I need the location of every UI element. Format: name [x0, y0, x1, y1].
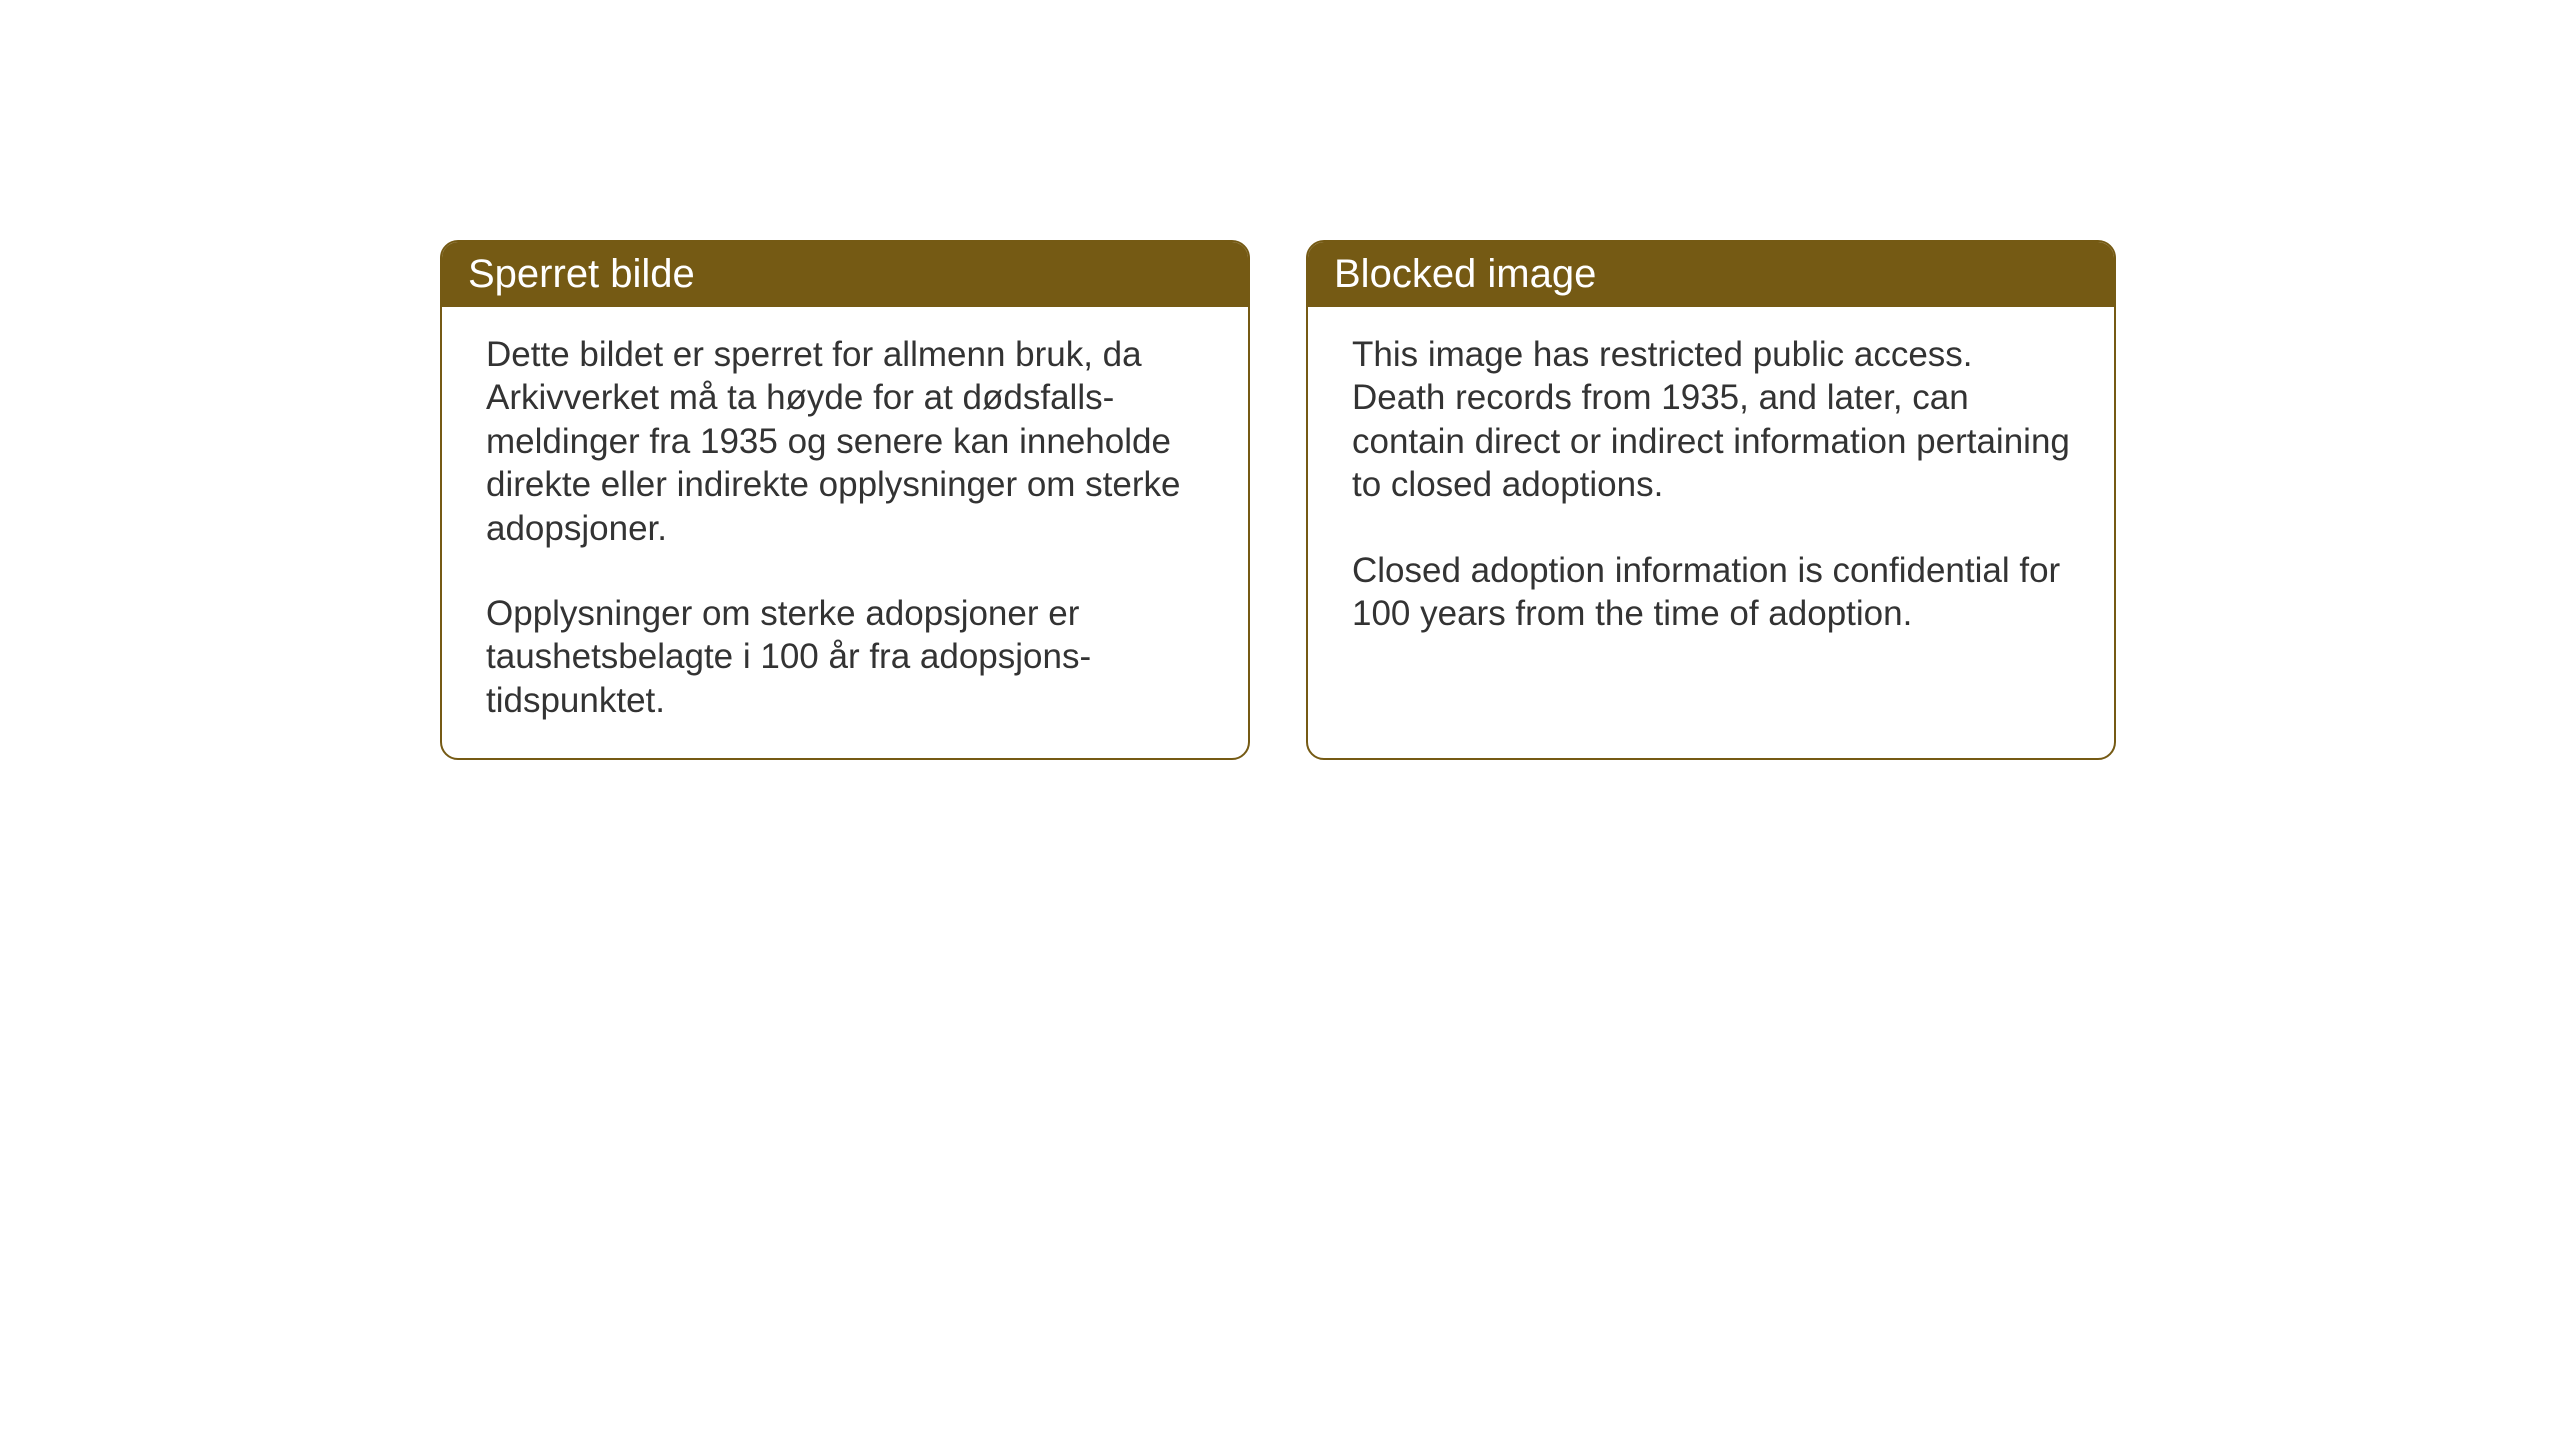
card-body-english: This image has restricted public access.…: [1308, 307, 2114, 671]
card-header-english: Blocked image: [1308, 242, 2114, 307]
card-paragraph-1-norwegian: Dette bildet er sperret for allmenn bruk…: [486, 333, 1204, 550]
card-paragraph-2-english: Closed adoption information is confident…: [1352, 549, 2070, 636]
card-title-norwegian: Sperret bilde: [468, 252, 695, 296]
notice-cards-container: Sperret bilde Dette bildet er sperret fo…: [440, 240, 2116, 760]
card-paragraph-1-english: This image has restricted public access.…: [1352, 333, 2070, 507]
card-body-norwegian: Dette bildet er sperret for allmenn bruk…: [442, 307, 1248, 758]
card-header-norwegian: Sperret bilde: [442, 242, 1248, 307]
card-title-english: Blocked image: [1334, 252, 1596, 296]
card-paragraph-2-norwegian: Opplysninger om sterke adopsjoner er tau…: [486, 592, 1204, 722]
notice-card-english: Blocked image This image has restricted …: [1306, 240, 2116, 760]
notice-card-norwegian: Sperret bilde Dette bildet er sperret fo…: [440, 240, 1250, 760]
